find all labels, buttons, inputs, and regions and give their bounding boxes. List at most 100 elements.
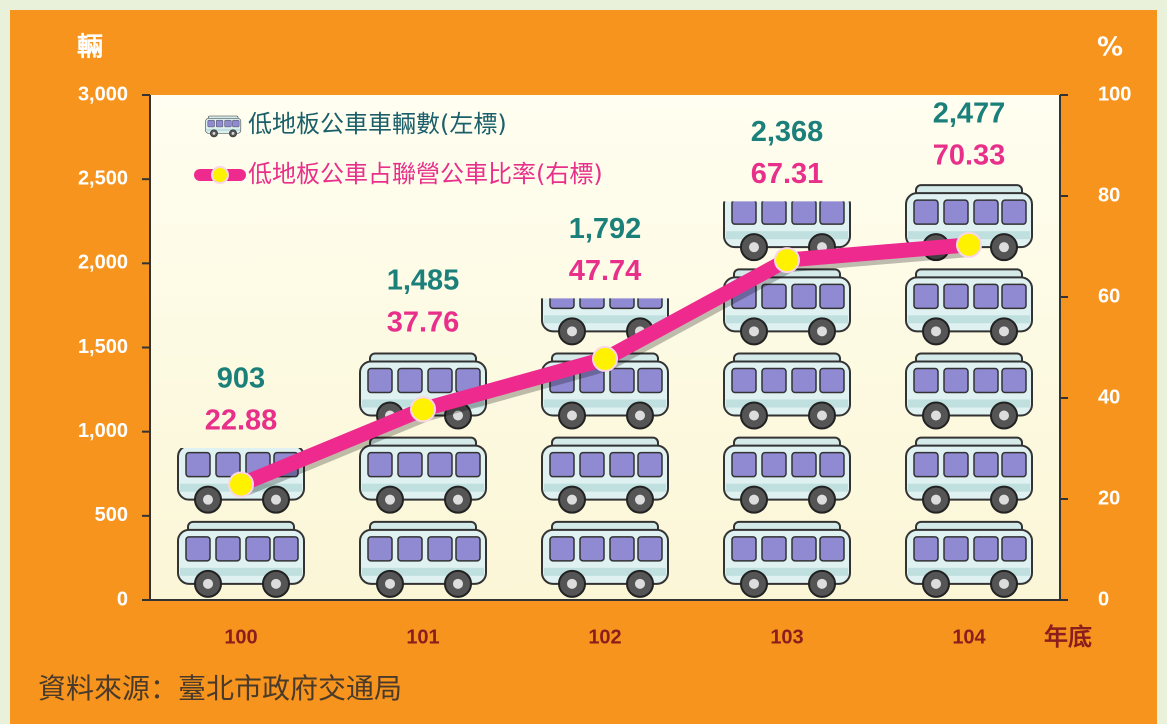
bus-window [274,537,298,561]
bus-hub [999,326,1009,336]
bus-hub [232,132,235,135]
bus-hub [749,495,759,505]
bus-window [638,537,662,561]
value-label: 70.33 [933,140,1006,172]
bus-hub [931,326,941,336]
bus-window [368,453,392,477]
bus-window [186,453,210,477]
y2-axis-title: % [1097,33,1123,63]
bus-window [456,537,480,561]
bus-hub [817,495,827,505]
bus-window [1002,284,1026,308]
bus-window [792,200,816,224]
y-axis-title: 輛 [77,33,103,63]
bus-window [792,453,816,477]
bus-window [610,537,634,561]
bus-window [762,453,786,477]
bus-window [246,537,270,561]
bus-window [550,453,574,477]
value-label: 2,368 [751,116,824,148]
bus-window [792,369,816,393]
bus-window [1002,537,1026,561]
y-tick-label: 500 [95,504,128,526]
bus-window [732,537,756,561]
value-label: 1,485 [387,265,460,297]
bus-hub [635,495,645,505]
bus-hub [749,411,759,421]
bus-window [820,200,844,224]
bus-hub [999,242,1009,252]
bus-window [974,284,998,308]
value-label: 67.31 [751,158,824,190]
bus-hub [453,579,463,589]
bus-window [944,453,968,477]
bus-hub [635,579,645,589]
bus-window [368,537,392,561]
line-marker [411,397,435,421]
bus-hub [635,411,645,421]
bus-window [944,200,968,224]
bus-window [732,200,756,224]
x-tick-label: 101 [406,626,439,648]
bus-hub [999,495,1009,505]
value-label: 47.74 [569,255,642,287]
bus-window [580,537,604,561]
y-tick-label: 1,500 [78,336,128,358]
bus-hub [567,495,577,505]
y-tick-label: 2,500 [78,167,128,189]
bus-window [732,453,756,477]
bus-window [820,369,844,393]
bus-window [914,537,938,561]
bus-hub [999,579,1009,589]
bus-hub [567,579,577,589]
source: 資料來源：臺北市政府交通局 [38,672,402,705]
bus-hub [931,579,941,589]
bus-window [762,284,786,308]
x-tick-label: 102 [588,626,621,648]
y-tick-label: 2,000 [78,252,128,274]
value-label: 22.88 [205,405,278,437]
bus-hub [749,242,759,252]
bus-window [186,537,210,561]
bus-window [216,537,240,561]
bus-window [944,537,968,561]
bus-window [914,369,938,393]
bus-window [914,453,938,477]
bus-hub [817,411,827,421]
bus-window [428,453,452,477]
value-label: 1,792 [569,213,642,245]
x-tick-label: 104 [952,626,986,648]
bus-window [398,369,422,393]
bus-hub [567,411,577,421]
bus-window [398,453,422,477]
bus-window [974,537,998,561]
bus-window [820,537,844,561]
bus-window [914,200,938,224]
bus-window [974,200,998,224]
y2-tick-label: 40 [1098,386,1120,408]
bus-hub [271,495,281,505]
y-tick-label: 3,000 [78,83,128,105]
bus-hub [567,326,577,336]
y2-tick-label: 20 [1098,487,1120,509]
bus-window [232,120,239,127]
page: {"chart_data": { "type": "bar", "y_title… [0,0,1167,724]
bus-window [1002,453,1026,477]
bus-hub [203,495,213,505]
bus-window [208,120,215,127]
bus-window [1002,200,1026,224]
bus-hub [385,579,395,589]
bus-window [428,537,452,561]
bus-window [820,284,844,308]
bus-window [944,369,968,393]
bus-hub [749,326,759,336]
bus-window [944,284,968,308]
bus-window [368,369,392,393]
bus-window [820,453,844,477]
bus-hub [203,579,213,589]
bus-window [762,369,786,393]
value-label: 2,477 [933,98,1006,130]
bus-window [550,537,574,561]
y2-tick-label: 100 [1098,83,1131,105]
bus-window [792,284,816,308]
